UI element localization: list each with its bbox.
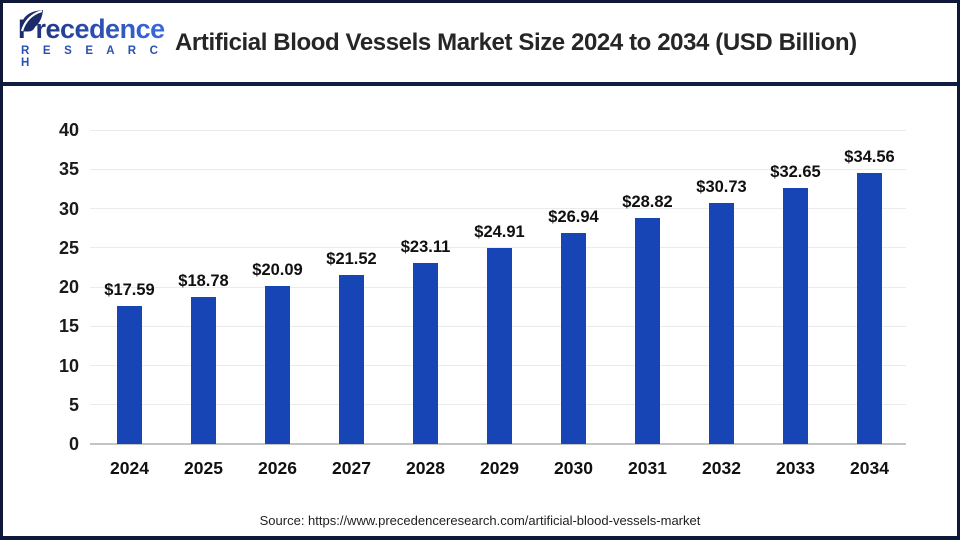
gridline-25 [90, 247, 906, 249]
bar-value-2024: $17.59 [104, 280, 155, 299]
bar-2031 [635, 217, 660, 444]
y-tick-25: 25 [58, 237, 79, 258]
gridline-40 [90, 129, 906, 131]
header-divider [3, 82, 957, 86]
y-tick-40: 40 [58, 120, 79, 140]
x-tick-2025: 2025 [184, 458, 223, 478]
y-tick-20: 20 [58, 277, 79, 297]
y-tick-30: 30 [58, 198, 79, 219]
gridline-0 [90, 443, 906, 445]
y-tick-35: 35 [58, 159, 79, 180]
bar-value-2027: $21.52 [326, 250, 377, 269]
bar-value-2031: $28.82 [622, 192, 673, 211]
bar-value-2028: $23.11 [400, 237, 451, 256]
x-axis-labels: 2024 2025 2026 2027 2028 2029 2030 2031 2032 2033… [90, 458, 906, 480]
y-tick-5: 5 [68, 394, 79, 415]
bar-value-2034: $34.56 [844, 147, 895, 166]
bar-value-2032: $30.73 [696, 177, 747, 196]
brand-logo: Precedence R E S E A R C H [18, 9, 168, 70]
bar-value-2026: $20.09 [252, 261, 303, 280]
bar-2034 [857, 172, 882, 444]
bar-2025 [191, 296, 216, 444]
x-tick-2024: 2024 [110, 458, 149, 478]
y-tick-15: 15 [58, 316, 79, 337]
y-tick-10: 10 [58, 355, 79, 376]
bar-2028 [413, 262, 438, 444]
chart-title: Artificial Blood Vessels Market Size 202… [175, 28, 857, 56]
bar-value-2030: $26.94 [548, 207, 599, 226]
bar-value-2025: $18.78 [178, 271, 229, 290]
x-tick-2027: 2027 [332, 458, 371, 478]
x-tick-2028: 2028 [406, 458, 445, 478]
bar-2032 [709, 202, 734, 444]
bar-2027 [339, 275, 364, 444]
bar-2029 [487, 248, 512, 444]
y-tick-0: 0 [68, 434, 79, 454]
brand-subtitle: R E S E A R C H [21, 45, 164, 70]
header: Precedence R E S E A R C H Artificial Bl… [3, 3, 957, 82]
x-tick-2030: 2030 [554, 458, 593, 478]
x-tick-2033: 2033 [776, 458, 815, 478]
brand-name: Precedence [18, 15, 168, 44]
bar-2033 [783, 187, 808, 444]
x-tick-2031: 2031 [628, 458, 667, 478]
bar-value-2029: $24.91 [474, 223, 525, 242]
y-axis-labels: 0 5 10 15 20 25 30 35 40 [39, 121, 79, 453]
bar-chart: 0 5 10 15 20 25 30 35 40 $17.59 $18.78 $20.09 $21.5… [3, 86, 957, 536]
x-tick-2029: 2029 [480, 458, 519, 478]
x-tick-2034: 2034 [850, 458, 889, 478]
bar-value-2033: $32.65 [770, 162, 821, 181]
bar-2024 [117, 305, 142, 444]
gridline-30 [90, 208, 906, 209]
bar-2030 [561, 232, 586, 444]
x-tick-2026: 2026 [258, 458, 297, 478]
plot-area: $17.59 $18.78 $20.09 $21.52 $23.11 $24.91 $26.… [90, 129, 906, 445]
source-line: Source: https://www.precedenceresearch.c… [259, 513, 701, 528]
leaf-icon [20, 9, 43, 32]
bar-2026 [265, 286, 290, 444]
x-tick-2032: 2032 [702, 458, 741, 478]
gridline-35 [90, 168, 906, 170]
